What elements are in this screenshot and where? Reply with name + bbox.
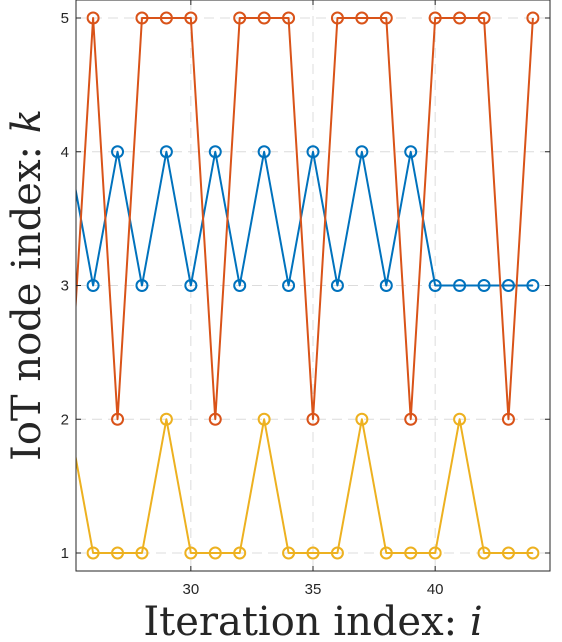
data-point [477,11,491,25]
data-point [184,546,198,560]
ticks: 30 35 40 1 2 3 4 5 [61,0,550,598]
data-point [453,11,467,25]
data-point [257,145,271,159]
data-point [501,412,515,426]
data-point [184,279,198,292]
data-point [282,279,296,292]
series-3 [76,412,540,560]
data-point [86,11,100,25]
data-point [404,412,418,426]
data-point [501,546,515,560]
y-tick-label: 4 [61,144,69,161]
data-point [282,546,296,560]
data-point [111,412,125,426]
data-point [379,11,393,25]
series-1 [76,145,540,292]
data-point [257,11,271,25]
data-point [428,279,442,292]
data-point [355,11,369,25]
data-point [501,279,515,292]
y-tick-label: 2 [61,411,69,428]
series-line [76,17,534,421]
data-point [379,546,393,560]
series-line [76,418,533,554]
data-point [477,546,491,560]
data-point [453,279,467,292]
data-point [208,546,222,560]
data-point [86,546,100,560]
data-point [355,412,369,426]
data-point [282,11,296,25]
data-point [428,11,442,25]
data-point [306,145,320,159]
data-point [159,145,173,159]
data-point [306,546,320,560]
data-point [135,279,149,292]
data-point [330,546,344,560]
data-point [428,546,442,560]
data-point [159,412,173,426]
y-tick-label: 3 [61,278,69,295]
data-point [86,279,100,292]
data-point [135,546,149,560]
y-tick-label: 5 [61,10,69,27]
data-point [208,145,222,159]
data-point [257,412,271,426]
data-point [404,546,418,560]
series-2 [76,11,540,426]
data-point [233,11,247,25]
y-axis-label: IoT node index: k [4,109,50,461]
data-point [355,145,369,159]
data-point [330,279,344,292]
data-point [233,546,247,560]
data-point [526,11,540,25]
data-point [306,412,320,426]
data-point [404,145,418,159]
data-point [111,145,125,159]
x-axis-label: Iteration index: i [143,599,482,642]
data-point [526,546,540,560]
data-point [159,11,173,25]
data-point [477,279,491,292]
data-point [233,279,247,292]
data-point [111,546,125,560]
data-point [330,11,344,25]
series-layer [76,11,540,560]
data-point [208,412,222,426]
y-tick-label: 1 [61,545,69,562]
data-point [379,279,393,292]
x-tick-label: 30 [182,581,199,598]
data-point [135,11,149,25]
x-tick-label: 35 [305,581,322,598]
data-point [184,11,198,25]
data-point [453,412,467,426]
x-tick-label: 40 [427,581,444,598]
data-point [526,279,540,292]
